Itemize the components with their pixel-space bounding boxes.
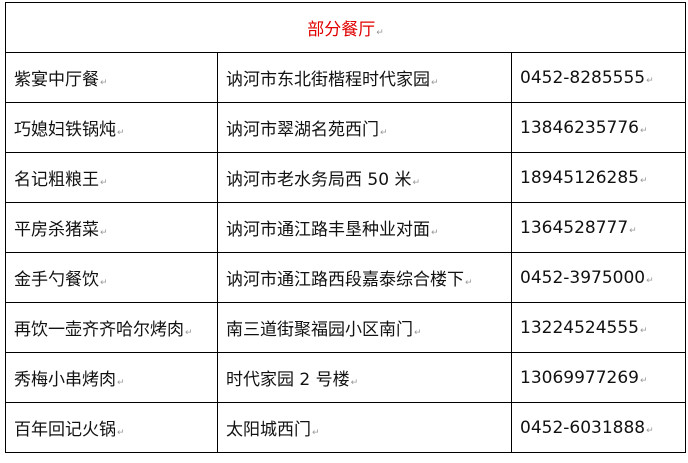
phone-cell: 13069977269↵: [511, 352, 686, 403]
paragraph-mark-icon: ↵: [376, 28, 384, 38]
phone-cell-text: 0452-3975000: [520, 267, 646, 288]
restaurant-name-cell: 巧媳妇铁锅炖↵: [5, 102, 218, 153]
table-row: 百年回记火锅↵ 太阳城西门↵ 0452-6031888↵: [5, 402, 686, 453]
paragraph-mark-icon: ↵: [431, 78, 439, 88]
table-row: 巧媳妇铁锅炖↵ 讷河市翠湖名苑西门↵ 13846235776↵: [5, 102, 686, 153]
restaurant-name-cell: 百年回记火锅↵: [5, 402, 218, 453]
address-cell: 讷河市东北街楷程时代家园↵: [217, 52, 512, 103]
restaurant-name-cell: 再饮一壶齐齐哈尔烤肉↵: [5, 302, 218, 353]
paragraph-mark-icon: ↵: [414, 328, 422, 338]
phone-cell-text: 18945126285: [520, 167, 639, 188]
phone-cell: 1364528777↵: [511, 202, 686, 253]
address-cell-text: 讷河市翠湖名苑西门: [226, 120, 379, 140]
phone-cell: 0452-6031888↵: [511, 402, 686, 453]
restaurant-name-cell: 名记粗粮王↵: [5, 152, 218, 203]
table-row: 名记粗粮王↵ 讷河市老水务局西 50 米↵ 18945126285↵: [5, 152, 686, 203]
paragraph-mark-icon: ↵: [639, 375, 648, 386]
restaurant-name-cell: 金手勺餐饮↵: [5, 252, 218, 303]
address-cell-text: 时代家园 2 号楼: [226, 370, 350, 390]
paragraph-mark-icon: ↵: [117, 428, 125, 438]
phone-cell: 13224524555↵: [511, 302, 686, 353]
restaurant-name-cell-text: 巧媳妇铁锅炖: [14, 120, 116, 140]
table-row: 再饮一壶齐齐哈尔烤肉↵ 南三道街聚福园小区南门↵ 13224524555↵: [5, 302, 686, 353]
paragraph-mark-icon: ↵: [431, 228, 439, 238]
address-cell: 时代家园 2 号楼↵: [217, 352, 512, 403]
phone-cell: 0452-3975000↵: [511, 252, 686, 303]
paragraph-mark-icon: ↵: [350, 378, 359, 388]
restaurant-name-cell-text: 百年回记火锅: [14, 420, 116, 440]
address-cell: 讷河市老水务局西 50 米↵: [217, 152, 512, 203]
title-row: 部分餐厅↵: [5, 2, 686, 53]
address-cell-text: 讷河市老水务局西 50 米: [226, 170, 412, 190]
restaurant-name-cell-text: 平房杀猪菜: [14, 220, 99, 240]
address-cell: 太阳城西门↵: [217, 402, 512, 453]
address-cell: 讷河市通江路丰垦种业对面↵: [217, 202, 512, 253]
paragraph-mark-icon: ↵: [312, 428, 320, 438]
address-cell-text: 太阳城西门: [226, 420, 311, 440]
paragraph-mark-icon: ↵: [117, 378, 125, 388]
paragraph-mark-icon: ↵: [185, 328, 193, 338]
paragraph-mark-icon: ↵: [100, 278, 108, 288]
paragraph-mark-icon: ↵: [100, 178, 108, 188]
paragraph-mark-icon: ↵: [412, 178, 420, 188]
address-cell: 南三道街聚福园小区南门↵: [217, 302, 512, 353]
restaurant-name-cell: 紫宴中厅餐↵: [5, 52, 218, 103]
phone-cell: 0452-8285555↵: [511, 52, 686, 103]
address-cell: 讷河市通江路西段嘉泰综合楼下↵: [217, 252, 512, 303]
restaurant-table: 部分餐厅↵ 紫宴中厅餐↵ 讷河市东北街楷程时代家园↵ 0452-8285555↵ 巧媳…: [5, 2, 686, 453]
table-row: 秀梅小串烤肉↵ 时代家园 2 号楼↵ 13069977269↵: [5, 352, 686, 403]
paragraph-mark-icon: ↵: [646, 425, 654, 436]
phone-cell-text: 1364528777: [520, 217, 629, 238]
phone-cell-text: 0452-8285555: [520, 67, 646, 88]
address-cell-text: 南三道街聚福园小区南门: [226, 320, 413, 340]
paragraph-mark-icon: ↵: [629, 225, 637, 236]
paragraph-mark-icon: ↵: [380, 128, 388, 138]
address-cell: 讷河市翠湖名苑西门↵: [217, 102, 512, 153]
restaurant-name-cell: 秀梅小串烤肉↵: [5, 352, 218, 403]
table-title: 部分餐厅↵: [5, 2, 686, 53]
address-cell-text: 讷河市东北街楷程时代家园: [226, 70, 430, 90]
restaurant-name-cell: 平房杀猪菜↵: [5, 202, 218, 253]
restaurant-name-cell-text: 金手勺餐饮: [14, 270, 99, 290]
phone-cell: 13846235776↵: [511, 102, 686, 153]
paragraph-mark-icon: ↵: [646, 275, 654, 286]
paragraph-mark-icon: ↵: [646, 75, 654, 86]
restaurant-name-cell-text: 秀梅小串烤肉: [14, 370, 116, 390]
phone-cell-text: 13846235776: [520, 117, 639, 138]
phone-cell-text: 0452-6031888: [520, 417, 646, 438]
title-text: 部分餐厅: [307, 20, 376, 40]
table-row: 金手勺餐饮↵ 讷河市通江路西段嘉泰综合楼下↵ 0452-3975000↵: [5, 252, 686, 303]
paragraph-mark-icon: ↵: [117, 128, 125, 138]
phone-cell-text: 13069977269: [520, 367, 639, 388]
restaurant-name-cell-text: 紫宴中厅餐: [14, 70, 99, 90]
paragraph-mark-icon: ↵: [465, 278, 473, 288]
phone-cell: 18945126285↵: [511, 152, 686, 203]
paragraph-mark-icon: ↵: [639, 125, 648, 136]
table-row: 紫宴中厅餐↵ 讷河市东北街楷程时代家园↵ 0452-8285555↵: [5, 52, 686, 103]
restaurant-name-cell-text: 再饮一壶齐齐哈尔烤肉: [14, 320, 184, 340]
restaurant-name-cell-text: 名记粗粮王: [14, 170, 99, 190]
paragraph-mark-icon: ↵: [100, 228, 108, 238]
paragraph-mark-icon: ↵: [639, 175, 648, 186]
address-cell-text: 讷河市通江路丰垦种业对面: [226, 220, 430, 240]
table-row: 平房杀猪菜↵ 讷河市通江路丰垦种业对面↵ 1364528777↵: [5, 202, 686, 253]
address-cell-text: 讷河市通江路西段嘉泰综合楼下: [226, 270, 464, 290]
phone-cell-text: 13224524555: [520, 317, 639, 338]
paragraph-mark-icon: ↵: [639, 325, 648, 336]
paragraph-mark-icon: ↵: [100, 78, 108, 88]
